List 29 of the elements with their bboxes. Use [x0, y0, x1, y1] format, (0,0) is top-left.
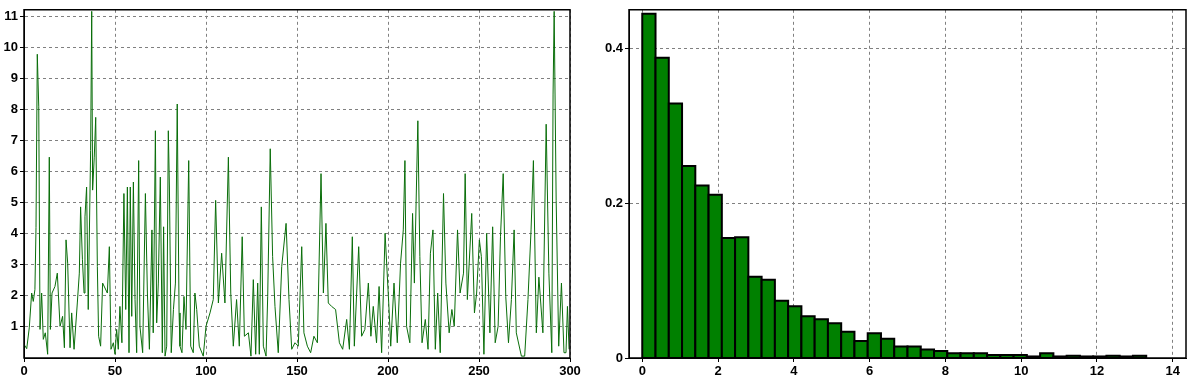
- x-tick-label: 12: [1089, 363, 1105, 379]
- x-tick-label: 250: [468, 363, 490, 379]
- x-tick-label: 0: [20, 363, 28, 379]
- x-tick-label: 6: [865, 363, 874, 379]
- x-tick-label: 8: [941, 363, 950, 379]
- x-tick-label: 200: [377, 363, 399, 379]
- y-tick-label: 1: [10, 318, 18, 334]
- y-tick-label: 4: [10, 225, 19, 241]
- y-tick-label: 9: [10, 69, 18, 85]
- y-tick-label: 7: [10, 131, 18, 147]
- y-tick-label: 11: [4, 7, 18, 23]
- y-tick-label: 0.2: [604, 194, 623, 210]
- x-tick-label: 300: [559, 363, 581, 379]
- x-tick-label: 0: [638, 363, 646, 379]
- x-tick-label: 4: [790, 363, 799, 379]
- x-tick-label: 150: [286, 363, 308, 379]
- y-tick-label: 3: [10, 256, 18, 272]
- x-tick-label: 2: [714, 363, 722, 379]
- y-tick-label: 10: [3, 38, 18, 54]
- y-tick-label: 8: [10, 100, 18, 116]
- x-tick-label: 100: [195, 363, 217, 379]
- x-tick-label: 10: [1013, 363, 1029, 379]
- y-tick-label: 0.4: [604, 40, 624, 56]
- y-tick-label: 2: [10, 287, 18, 303]
- x-tick-label: 14: [1165, 363, 1181, 379]
- y-tick-label: 0: [615, 349, 623, 365]
- x-tick-label: 50: [107, 363, 123, 379]
- y-tick-label: 5: [10, 194, 18, 210]
- y-tick-label: 6: [10, 163, 18, 179]
